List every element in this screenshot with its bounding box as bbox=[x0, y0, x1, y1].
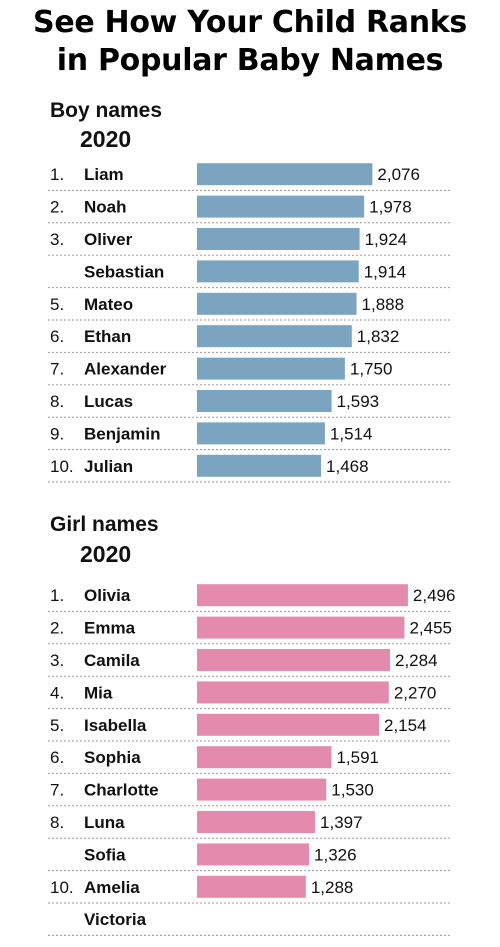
boy-value-label: 1,914 bbox=[364, 262, 407, 281]
boy-rank-label: 1. bbox=[50, 165, 64, 184]
girl-bar bbox=[197, 778, 327, 801]
girl-name-label: Victoria bbox=[84, 910, 147, 929]
boy-bar bbox=[197, 357, 345, 380]
girl-name-label: Charlotte bbox=[84, 781, 159, 800]
title-line-2: in Popular Baby Names bbox=[56, 43, 444, 78]
girl-rank-label: 6. bbox=[50, 748, 64, 767]
boy-rank-label: 6. bbox=[50, 327, 64, 346]
boy-bar bbox=[197, 454, 322, 477]
boy-rank-label: 7. bbox=[50, 360, 64, 379]
girl-name-label: Sofia bbox=[84, 845, 126, 864]
girl-bar bbox=[197, 875, 306, 898]
girl-bar bbox=[197, 746, 332, 769]
boy-bar bbox=[197, 195, 365, 218]
girl-value-label: 2,496 bbox=[413, 586, 456, 605]
boy-value-label: 1,468 bbox=[326, 457, 369, 476]
boy-value-label: 1,888 bbox=[362, 295, 405, 314]
boy-value-label: 1,978 bbox=[369, 198, 412, 217]
girl-name-label: Camila bbox=[84, 651, 140, 670]
girl-name-label: Sophia bbox=[84, 748, 141, 767]
girl-name-label: Emma bbox=[84, 619, 136, 638]
girl-value-label: 2,284 bbox=[395, 651, 438, 670]
boy-name-label: Julian bbox=[84, 457, 133, 476]
girl-bar bbox=[197, 649, 390, 671]
boy-rank-label: 2. bbox=[50, 198, 64, 217]
girl-value-label: 1,530 bbox=[331, 781, 374, 800]
boy-bar bbox=[197, 390, 332, 412]
girl-name-label: Amelia bbox=[84, 878, 140, 897]
boy-name-label: Noah bbox=[84, 198, 127, 217]
boy-bar bbox=[197, 292, 357, 315]
girl-value-label: 1,397 bbox=[320, 813, 363, 832]
boy-value-label: 2,076 bbox=[377, 165, 420, 184]
boy-name-label: Oliver bbox=[84, 230, 133, 249]
boy-name-label: Benjamin bbox=[84, 424, 161, 443]
girl-rank-label: 4. bbox=[50, 683, 64, 702]
girl-value-label: 2,455 bbox=[409, 619, 452, 638]
girl-rank-label: 5. bbox=[50, 716, 64, 735]
girl-name-label: Olivia bbox=[84, 586, 131, 605]
boy-bar bbox=[197, 260, 359, 283]
girl-bar bbox=[197, 811, 316, 833]
boy-rank-label: 5. bbox=[50, 295, 64, 314]
girl-value-label: 2,154 bbox=[384, 716, 427, 735]
girl-rank-label: 1. bbox=[50, 586, 64, 605]
boy-name-label: Sebastian bbox=[84, 262, 164, 281]
boy-name-label: Liam bbox=[84, 165, 124, 184]
girl-value-label: 2,270 bbox=[394, 683, 437, 702]
girl-bar bbox=[197, 616, 405, 639]
boy-bar bbox=[197, 163, 373, 186]
girl-value-label: 1,288 bbox=[311, 878, 354, 897]
girl-rank-label: 7. bbox=[50, 781, 64, 800]
boy-bar bbox=[197, 228, 360, 250]
girl-value-label: 1,326 bbox=[314, 845, 357, 864]
chart-title: See How Your Child Ranks in Popular Baby… bbox=[0, 4, 500, 80]
girl-name-label: Luna bbox=[84, 813, 125, 832]
girl-rank-label: 3. bbox=[50, 651, 64, 670]
boy-bar bbox=[197, 422, 325, 445]
boy-rank-label: 8. bbox=[50, 392, 64, 411]
boy-bar bbox=[197, 325, 352, 348]
girl-name-label: Mia bbox=[84, 683, 113, 702]
girl-section-title: Girl names bbox=[50, 513, 159, 536]
boy-value-label: 1,593 bbox=[337, 392, 380, 411]
boy-name-label: Lucas bbox=[84, 392, 133, 411]
boy-name-label: Alexander bbox=[84, 360, 167, 379]
boy-section-title: Boy names bbox=[50, 99, 163, 122]
boy-rank-label: 9. bbox=[50, 424, 64, 443]
boy-name-label: Ethan bbox=[84, 327, 131, 346]
boy-value-label: 1,832 bbox=[357, 327, 400, 346]
title-line-1: See How Your Child Ranks bbox=[33, 5, 467, 40]
girl-rank-label: 2. bbox=[50, 619, 64, 638]
boy-rank-label: 10. bbox=[50, 457, 74, 476]
boy-value-label: 1,514 bbox=[330, 424, 373, 443]
girl-bar bbox=[197, 584, 408, 607]
boy-rank-label: 3. bbox=[50, 230, 64, 249]
girl-section-year: 2020 bbox=[80, 541, 132, 567]
girl-bar bbox=[197, 713, 380, 736]
boy-value-label: 1,924 bbox=[365, 230, 408, 249]
boy-name-label: Mateo bbox=[84, 295, 133, 314]
girl-bar bbox=[197, 681, 389, 704]
girl-rank-label: 8. bbox=[50, 813, 64, 832]
boy-section-year: 2020 bbox=[80, 126, 132, 152]
girl-value-label: 1,591 bbox=[336, 748, 379, 767]
boy-value-label: 1,750 bbox=[350, 360, 393, 379]
girl-bar bbox=[197, 843, 310, 866]
girl-rank-label: 10. bbox=[50, 878, 74, 897]
girl-name-label: Isabella bbox=[84, 716, 147, 735]
